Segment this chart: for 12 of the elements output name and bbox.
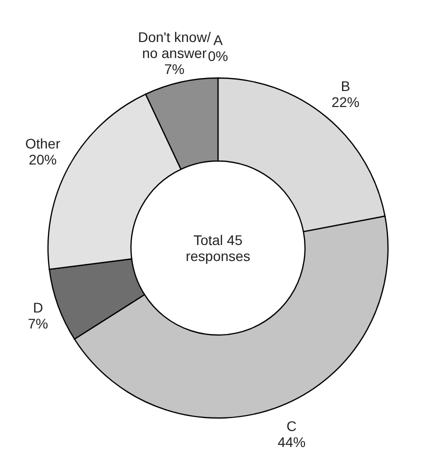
category-label: A	[213, 32, 223, 48]
text: 0%	[208, 48, 228, 64]
data-label: 20%	[28, 152, 57, 168]
slice-label: C	[286, 418, 297, 434]
slice-label: D	[32, 300, 44, 316]
slice-label: B	[340, 78, 350, 94]
text: Total 45 responses	[186, 232, 250, 264]
slice-label: Other	[25, 136, 61, 152]
data-label: 7%	[28, 316, 48, 332]
data-label: 22%	[331, 94, 360, 110]
data-label: 7%	[164, 60, 184, 77]
data-label: 44%	[278, 434, 306, 450]
